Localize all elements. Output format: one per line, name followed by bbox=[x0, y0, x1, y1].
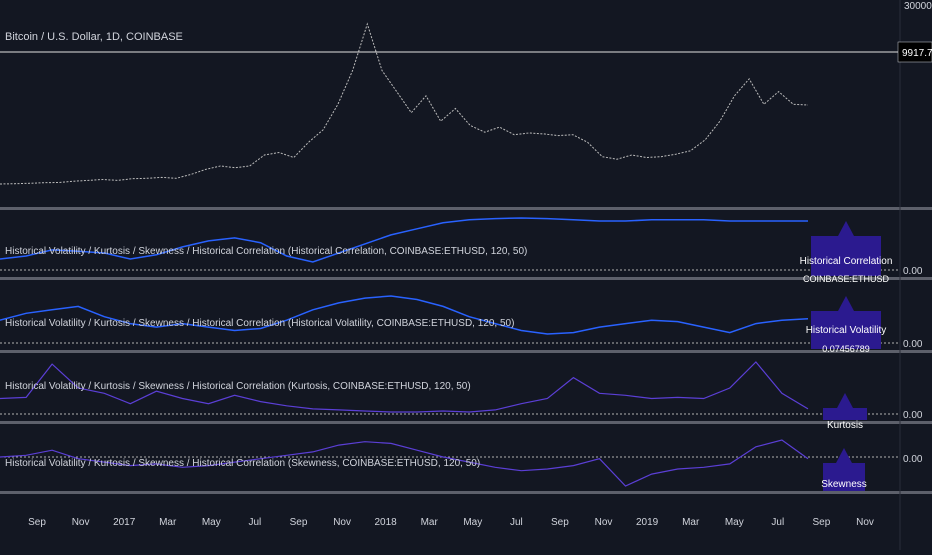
time-axis-tick-label: 2019 bbox=[636, 517, 659, 528]
correlation-badge-box bbox=[811, 236, 881, 276]
time-axis-tick-label: May bbox=[202, 517, 221, 528]
price-pane-title: Bitcoin / U.S. Dollar, 1D, COINBASE bbox=[5, 31, 183, 43]
last-value-label: 9917.75 bbox=[902, 48, 932, 59]
kurtosis-zero-label: 0.00 bbox=[903, 410, 923, 421]
volatility-series-line[interactable] bbox=[0, 295, 809, 335]
skewness-badge-box bbox=[823, 463, 865, 491]
skewness-badge-pointer bbox=[836, 448, 852, 463]
separator-2[interactable] bbox=[0, 277, 932, 280]
time-axis-tick-label: Mar bbox=[682, 517, 700, 528]
volatility-badge-pointer bbox=[838, 296, 854, 311]
correlation-zero-label: 0.00 bbox=[903, 266, 923, 277]
skewness-badge-label: Skewness bbox=[821, 479, 867, 490]
time-axis-tick-label: Sep bbox=[813, 517, 831, 528]
kurtosis-series-line[interactable] bbox=[0, 361, 809, 413]
time-axis[interactable]: Sep Nov 2017 Mar May Jul Sep Nov 2018 Mar May Jul Se… bbox=[28, 517, 874, 528]
correlation-badge-value: COINBASE:ETHUSD bbox=[803, 274, 890, 284]
kurtosis-pane-title: Historical Volatility / Kurtosis / Skewn… bbox=[5, 381, 471, 392]
separator-4[interactable] bbox=[0, 421, 932, 424]
volatility-badge-label: Historical Volatility bbox=[806, 325, 887, 336]
time-axis-tick-label: Sep bbox=[28, 517, 46, 528]
time-axis-tick-label: May bbox=[725, 517, 744, 528]
time-axis-tick-label: Nov bbox=[333, 517, 351, 528]
kurtosis-badge: Kurtosis bbox=[823, 393, 867, 431]
volatility-badge: Historical Volatility 0.07456789 bbox=[806, 296, 887, 354]
skewness-zero-label: 0.00 bbox=[903, 454, 923, 465]
skewness-pane-title: Historical Volatility / Kurtosis / Skewn… bbox=[5, 458, 480, 469]
volatility-zero-label: 0.00 bbox=[903, 339, 923, 350]
kurtosis-pane[interactable]: Historical Volatility / Kurtosis / Skewn… bbox=[0, 361, 923, 431]
kurtosis-badge-pointer bbox=[837, 393, 853, 408]
correlation-badge-pointer bbox=[838, 221, 854, 236]
correlation-badge-label: Historical Correlation bbox=[800, 256, 893, 267]
correlation-pane[interactable]: Historical Volatility / Kurtosis / Skewn… bbox=[0, 217, 923, 284]
time-axis-tick-label: May bbox=[463, 517, 482, 528]
time-axis-tick-label: Jul bbox=[771, 517, 784, 528]
time-axis-tick-label: Jul bbox=[510, 517, 523, 528]
correlation-pane-title: Historical Volatility / Kurtosis / Skewn… bbox=[5, 246, 527, 257]
separator-3[interactable] bbox=[0, 350, 932, 353]
separator-1[interactable] bbox=[0, 207, 932, 210]
time-axis-tick-label: 2018 bbox=[374, 517, 397, 528]
time-axis-tick-label: Jul bbox=[249, 517, 262, 528]
pane-separators bbox=[0, 207, 932, 494]
kurtosis-badge-label: Kurtosis bbox=[827, 420, 863, 431]
time-axis-tick-label: Mar bbox=[159, 517, 177, 528]
time-axis-tick-label: Sep bbox=[551, 517, 569, 528]
price-series-line[interactable] bbox=[0, 22, 809, 185]
time-axis-tick-label: Nov bbox=[72, 517, 90, 528]
correlation-series-line[interactable] bbox=[0, 217, 808, 263]
time-axis-tick-label: 2017 bbox=[113, 517, 136, 528]
volatility-pane[interactable]: Historical Volatility / Kurtosis / Skewn… bbox=[0, 295, 923, 354]
volatility-pane-title: Historical Volatility / Kurtosis / Skewn… bbox=[5, 318, 514, 329]
time-axis-tick-label: Sep bbox=[290, 517, 308, 528]
kurtosis-badge-box bbox=[823, 408, 867, 420]
skewness-series-line[interactable] bbox=[0, 439, 809, 487]
last-value-badge bbox=[897, 41, 932, 63]
price-pane[interactable]: Bitcoin / U.S. Dollar, 1D, COINBASE 3000… bbox=[0, 1, 932, 185]
volatility-badge-box bbox=[811, 311, 881, 349]
time-axis-tick-label: Mar bbox=[421, 517, 439, 528]
time-axis-tick-label: Nov bbox=[595, 517, 613, 528]
skewness-badge: Skewness bbox=[821, 448, 867, 491]
time-axis-tick-label: Nov bbox=[856, 517, 874, 528]
price-axis-label-top: 30000.00 bbox=[904, 1, 932, 12]
skewness-pane[interactable]: Historical Volatility / Kurtosis / Skewn… bbox=[0, 439, 923, 491]
correlation-badge: Historical Correlation COINBASE:ETHUSD bbox=[800, 221, 893, 284]
volatility-badge-value: 0.07456789 bbox=[822, 344, 870, 354]
separator-5[interactable] bbox=[0, 491, 932, 494]
